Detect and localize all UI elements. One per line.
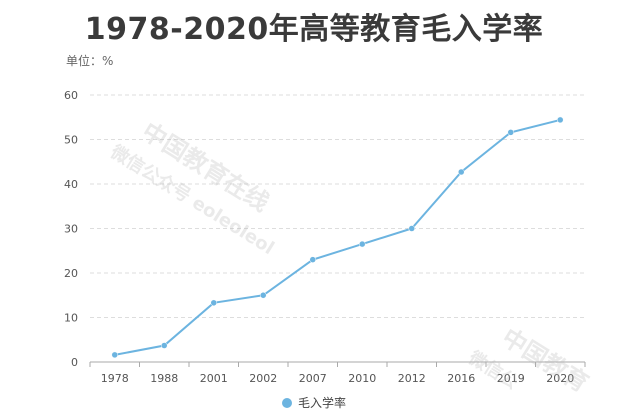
chart-title: 1978-2020年高等教育毛入学率 (84, 12, 544, 47)
y-tick-label: 10 (64, 312, 78, 325)
legend: 毛入学率 (0, 394, 628, 411)
series-line (114, 118, 561, 356)
y-tick-label: 50 (64, 134, 78, 147)
y-tick-label: 60 (64, 89, 78, 102)
y-tick-label: 0 (71, 356, 78, 369)
data-point (507, 129, 514, 136)
data-point (309, 256, 316, 263)
data-point (161, 342, 168, 349)
data-point (408, 225, 415, 232)
data-point (111, 351, 118, 359)
x-tick-label: 1988 (150, 372, 178, 385)
unit-label: 单位：% (66, 54, 114, 68)
x-tick-label: 2016 (447, 372, 475, 385)
x-tick-label: 1978 (101, 372, 129, 385)
data-point (260, 292, 267, 299)
data-point (458, 168, 465, 176)
x-tick-label: 2019 (497, 372, 525, 385)
data-point (359, 240, 366, 248)
y-tick-label: 30 (64, 223, 78, 236)
x-tick-label: 2002 (249, 372, 277, 385)
x-tick-label: 2001 (200, 372, 228, 385)
legend-label: 毛入学率 (297, 396, 346, 410)
data-point (557, 116, 564, 124)
data-point (210, 299, 217, 307)
x-tick-label: 2012 (398, 372, 426, 385)
x-tick-label: 2020 (546, 372, 574, 385)
y-tick-label: 40 (64, 178, 78, 191)
legend-marker (281, 398, 292, 408)
x-tick-label: 2010 (348, 372, 376, 385)
y-tick-label: 20 (64, 267, 78, 280)
x-tick-label: 2007 (299, 372, 327, 385)
